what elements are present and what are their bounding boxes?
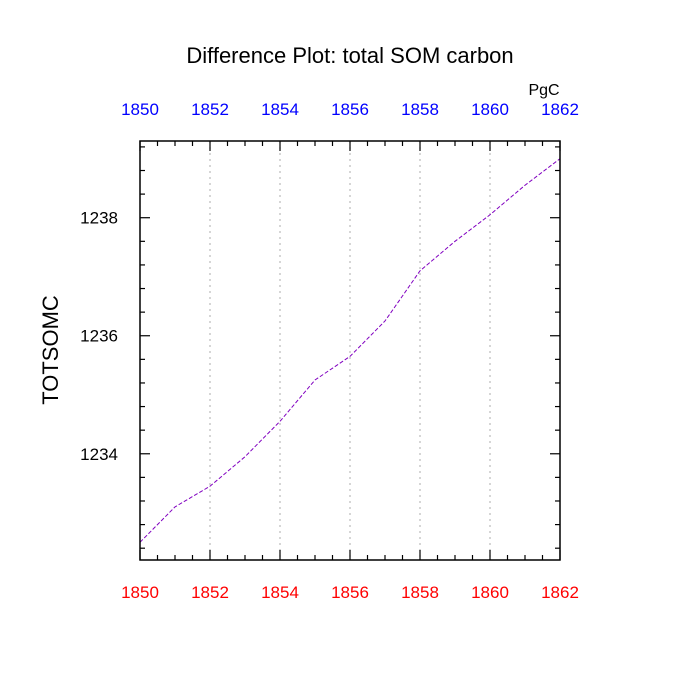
plot-border [139,140,561,561]
series-line-0 [139,158,561,543]
x-tick-label-top: 1850 [121,100,159,119]
x-tick-label-top: 1860 [471,100,509,119]
chart-title: Difference Plot: total SOM carbon [186,43,513,68]
x-tick-label-top: 1862 [541,100,579,119]
y-tick-label: 1236 [80,327,118,346]
units-label: PgC [528,82,559,99]
y-tick-label: 1234 [80,445,118,464]
y-axis-label: TOTSOMC [38,295,63,405]
tick-labels: 1850 1850 1852 1852 1854 1854 1856 1856 1858 1858… [80,100,579,602]
series-layer [139,158,561,543]
x-tick-label-bottom: 1862 [541,583,579,602]
x-tick-label-top: 1856 [331,100,369,119]
x-tick-label-bottom: 1856 [331,583,369,602]
x-tick-label-bottom: 1860 [471,583,509,602]
x-tick-label-top: 1858 [401,100,439,119]
x-tick-label-bottom: 1858 [401,583,439,602]
y-tick-label: 1238 [80,209,118,228]
plot-frame [139,140,561,561]
x-tick-label-top: 1852 [191,100,229,119]
x-tick-label-bottom: 1850 [121,583,159,602]
x-tick-label-bottom: 1854 [261,583,299,602]
tick-marks [139,141,561,560]
x-tick-label-top: 1854 [261,100,299,119]
x-tick-label-bottom: 1852 [191,583,229,602]
grid-lines [209,141,491,560]
